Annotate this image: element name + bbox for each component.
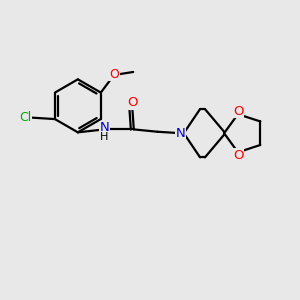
Text: O: O bbox=[233, 149, 244, 162]
Text: O: O bbox=[127, 96, 138, 110]
Text: H: H bbox=[100, 132, 108, 142]
Text: N: N bbox=[176, 127, 186, 140]
Text: N: N bbox=[100, 122, 109, 134]
Text: O: O bbox=[233, 105, 244, 118]
Text: Cl: Cl bbox=[19, 111, 31, 124]
Text: O: O bbox=[109, 68, 119, 81]
